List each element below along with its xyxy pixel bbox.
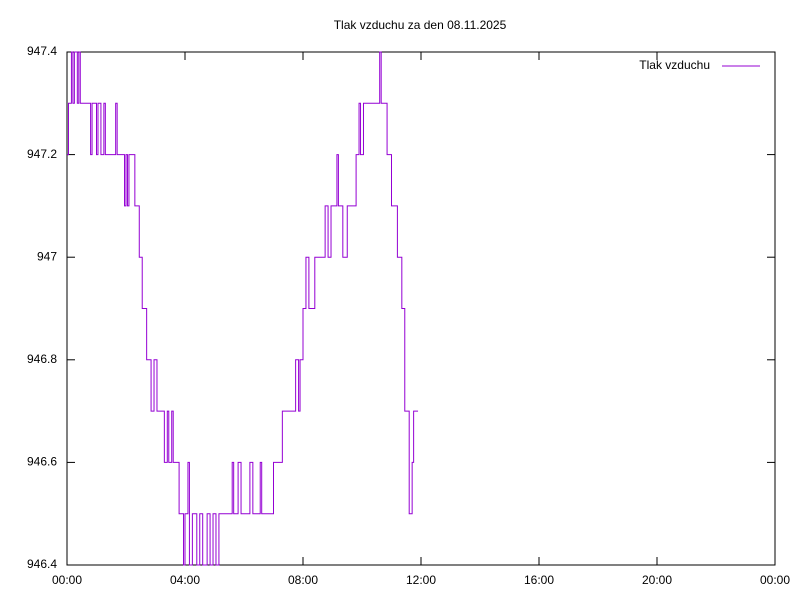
y-tick-label: 947 <box>37 249 57 263</box>
x-tick-label: 00:00 <box>760 573 790 587</box>
legend-label: Tlak vzduchu <box>639 58 710 72</box>
y-tick-label: 946.8 <box>27 352 57 366</box>
x-tick-label: 00:00 <box>52 573 82 587</box>
y-tick-label: 947.2 <box>27 147 57 161</box>
x-tick-label: 08:00 <box>288 573 318 587</box>
x-tick-label: 20:00 <box>642 573 672 587</box>
chart-title: Tlak vzduchu za den 08.11.2025 <box>334 18 507 32</box>
y-tick-label: 946.4 <box>27 557 57 571</box>
x-tick-label: 12:00 <box>406 573 436 587</box>
y-tick-label: 946.6 <box>27 455 57 469</box>
x-tick-label: 04:00 <box>170 573 200 587</box>
y-tick-label: 947.4 <box>27 44 57 58</box>
x-tick-label: 16:00 <box>524 573 554 587</box>
data-line <box>67 51 419 566</box>
